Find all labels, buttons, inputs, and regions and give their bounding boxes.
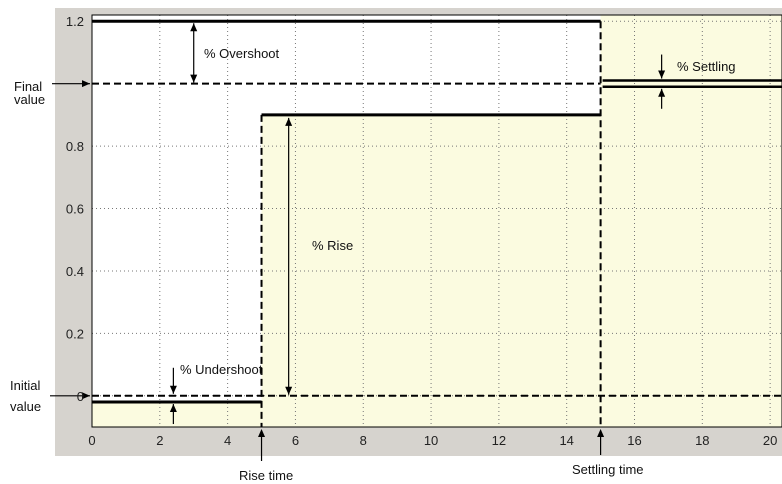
settling-arrow-bottom-head (658, 88, 666, 97)
zone-below-initial (92, 402, 262, 427)
rise-time-label: Rise time (239, 468, 293, 483)
y-tick-label: 1.2 (66, 14, 84, 29)
rise-arrow-head-down (285, 386, 293, 395)
rise-time-pointer-head (258, 429, 266, 437)
rise-label: % Rise (312, 238, 353, 253)
settling-arrow-top-head (658, 70, 666, 79)
plot-border (91, 14, 782, 428)
settling-time-pointer-head (597, 429, 605, 437)
overshoot-arrow-head-up (190, 23, 198, 32)
x-tick-label: 18 (695, 433, 709, 448)
x-tick-label: 16 (627, 433, 641, 448)
y-tick-label: 0.4 (66, 264, 84, 279)
x-tick-label: 14 (559, 433, 573, 448)
settling-label: % Settling (677, 59, 736, 74)
annotation-arrows (50, 23, 666, 461)
overshoot-arrow-head-down (190, 74, 198, 83)
x-tick-label: 0 (88, 433, 95, 448)
x-tick-label: 20 (763, 433, 777, 448)
x-tick-label: 8 (360, 433, 367, 448)
initial-value-pointer-head (82, 392, 90, 400)
initial-value-label-line2: value (10, 399, 41, 414)
overshoot-label: % Overshoot (204, 46, 280, 61)
x-tick-label: 12 (492, 433, 506, 448)
initial-value-label-line1: Initial (10, 378, 40, 393)
final-value-label-line2: value (14, 92, 45, 107)
x-tick-label: 4 (224, 433, 231, 448)
y-tick-label: 0 (77, 389, 84, 404)
settling-time-label: Settling time (572, 462, 644, 477)
y-tick-label: 0.6 (66, 202, 84, 217)
zone-settling-requirement (600, 15, 782, 427)
undershoot-label: % Undershoot (180, 362, 263, 377)
x-tick-label: 10 (424, 433, 438, 448)
y-tick-label: 0.8 (66, 139, 84, 154)
final-value-label-line1: Final (14, 79, 42, 94)
rise-arrow-head-up (285, 117, 293, 126)
undershoot-arrow-bottom-head (169, 404, 177, 413)
x-tick-label: 2 (156, 433, 163, 448)
y-tick-label: 0.2 (66, 326, 84, 341)
x-tick-label: 6 (292, 433, 299, 448)
undershoot-arrow-top-head (169, 385, 177, 394)
final-value-pointer-head (82, 80, 90, 88)
tick-labels: 0 2 4 6 8 10 12 14 16 18 20 0 0.2 0.4 0.6 0.8 1.2 (66, 14, 777, 448)
